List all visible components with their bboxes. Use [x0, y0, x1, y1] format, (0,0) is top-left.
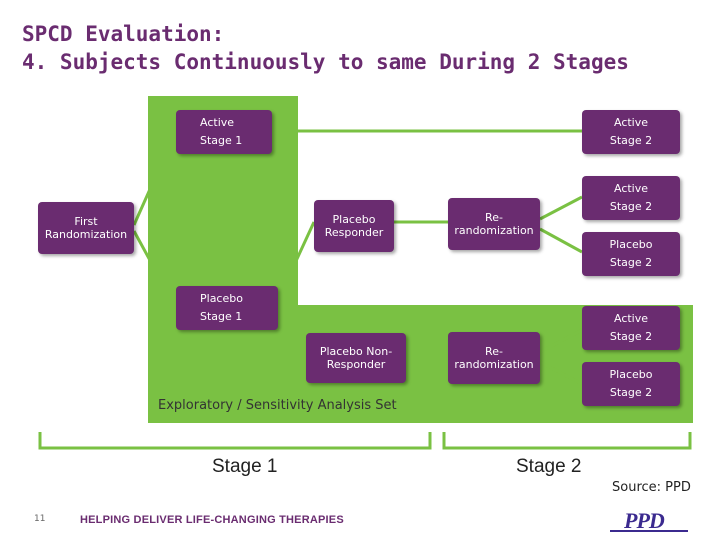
box-first-randomization: First Randomization [38, 202, 134, 254]
title-line-2: 4. Subjects Continuously to same During … [22, 50, 629, 74]
connector-placebo1-to-responder [276, 221, 316, 301]
stage1-label: Stage 1 [212, 456, 278, 477]
connector-rerand1-to-active2 [539, 195, 583, 221]
exploratory-label: Exploratory / Sensitivity Analysis Set [158, 398, 397, 413]
box-placebo-stage2-low: Placebo Stage 2 [582, 362, 680, 406]
connector-rerand1-to-placebo2 [539, 227, 583, 254]
source-note: Source: PPD [612, 480, 691, 495]
connector-first-to-active1 [132, 130, 178, 226]
box-placebo-responder: Placebo Responder [314, 200, 394, 252]
connector-first-to-placebo1 [132, 230, 178, 309]
connector-rerand2-to-placebo2 [539, 360, 583, 386]
stage2-bracket [442, 432, 692, 450]
box-placebo-stage1: Placebo Stage 1 [176, 286, 278, 330]
title-line-1: SPCD Evaluation: [22, 22, 225, 46]
stage1-bracket [38, 432, 432, 450]
slide-title: SPCD Evaluation: 4. Subjects Continuousl… [22, 20, 629, 76]
stage2-label: Stage 2 [516, 456, 582, 477]
box-active-stage2-top: Active Stage 2 [582, 110, 680, 154]
page-number: 11 [34, 514, 46, 524]
footer-tagline: HELPING DELIVER LIFE-CHANGING THERAPIES [80, 514, 344, 526]
box-active-stage1: Active Stage 1 [176, 110, 272, 154]
box-active-stage2-mid: Active Stage 2 [582, 176, 680, 220]
logo-underline [610, 530, 688, 532]
box-active-stage2-low: Active Stage 2 [582, 306, 680, 350]
box-placebo-nonresponder: Placebo Non- Responder [306, 333, 406, 383]
box-placebo-stage2-mid: Placebo Stage 2 [582, 232, 680, 276]
ppd-logo: PPD [624, 508, 665, 533]
connector-rerand2-to-active2 [539, 328, 583, 354]
box-rerandomization-2: Re-randomization [448, 332, 540, 384]
box-rerandomization-1: Re-randomization [448, 198, 540, 250]
